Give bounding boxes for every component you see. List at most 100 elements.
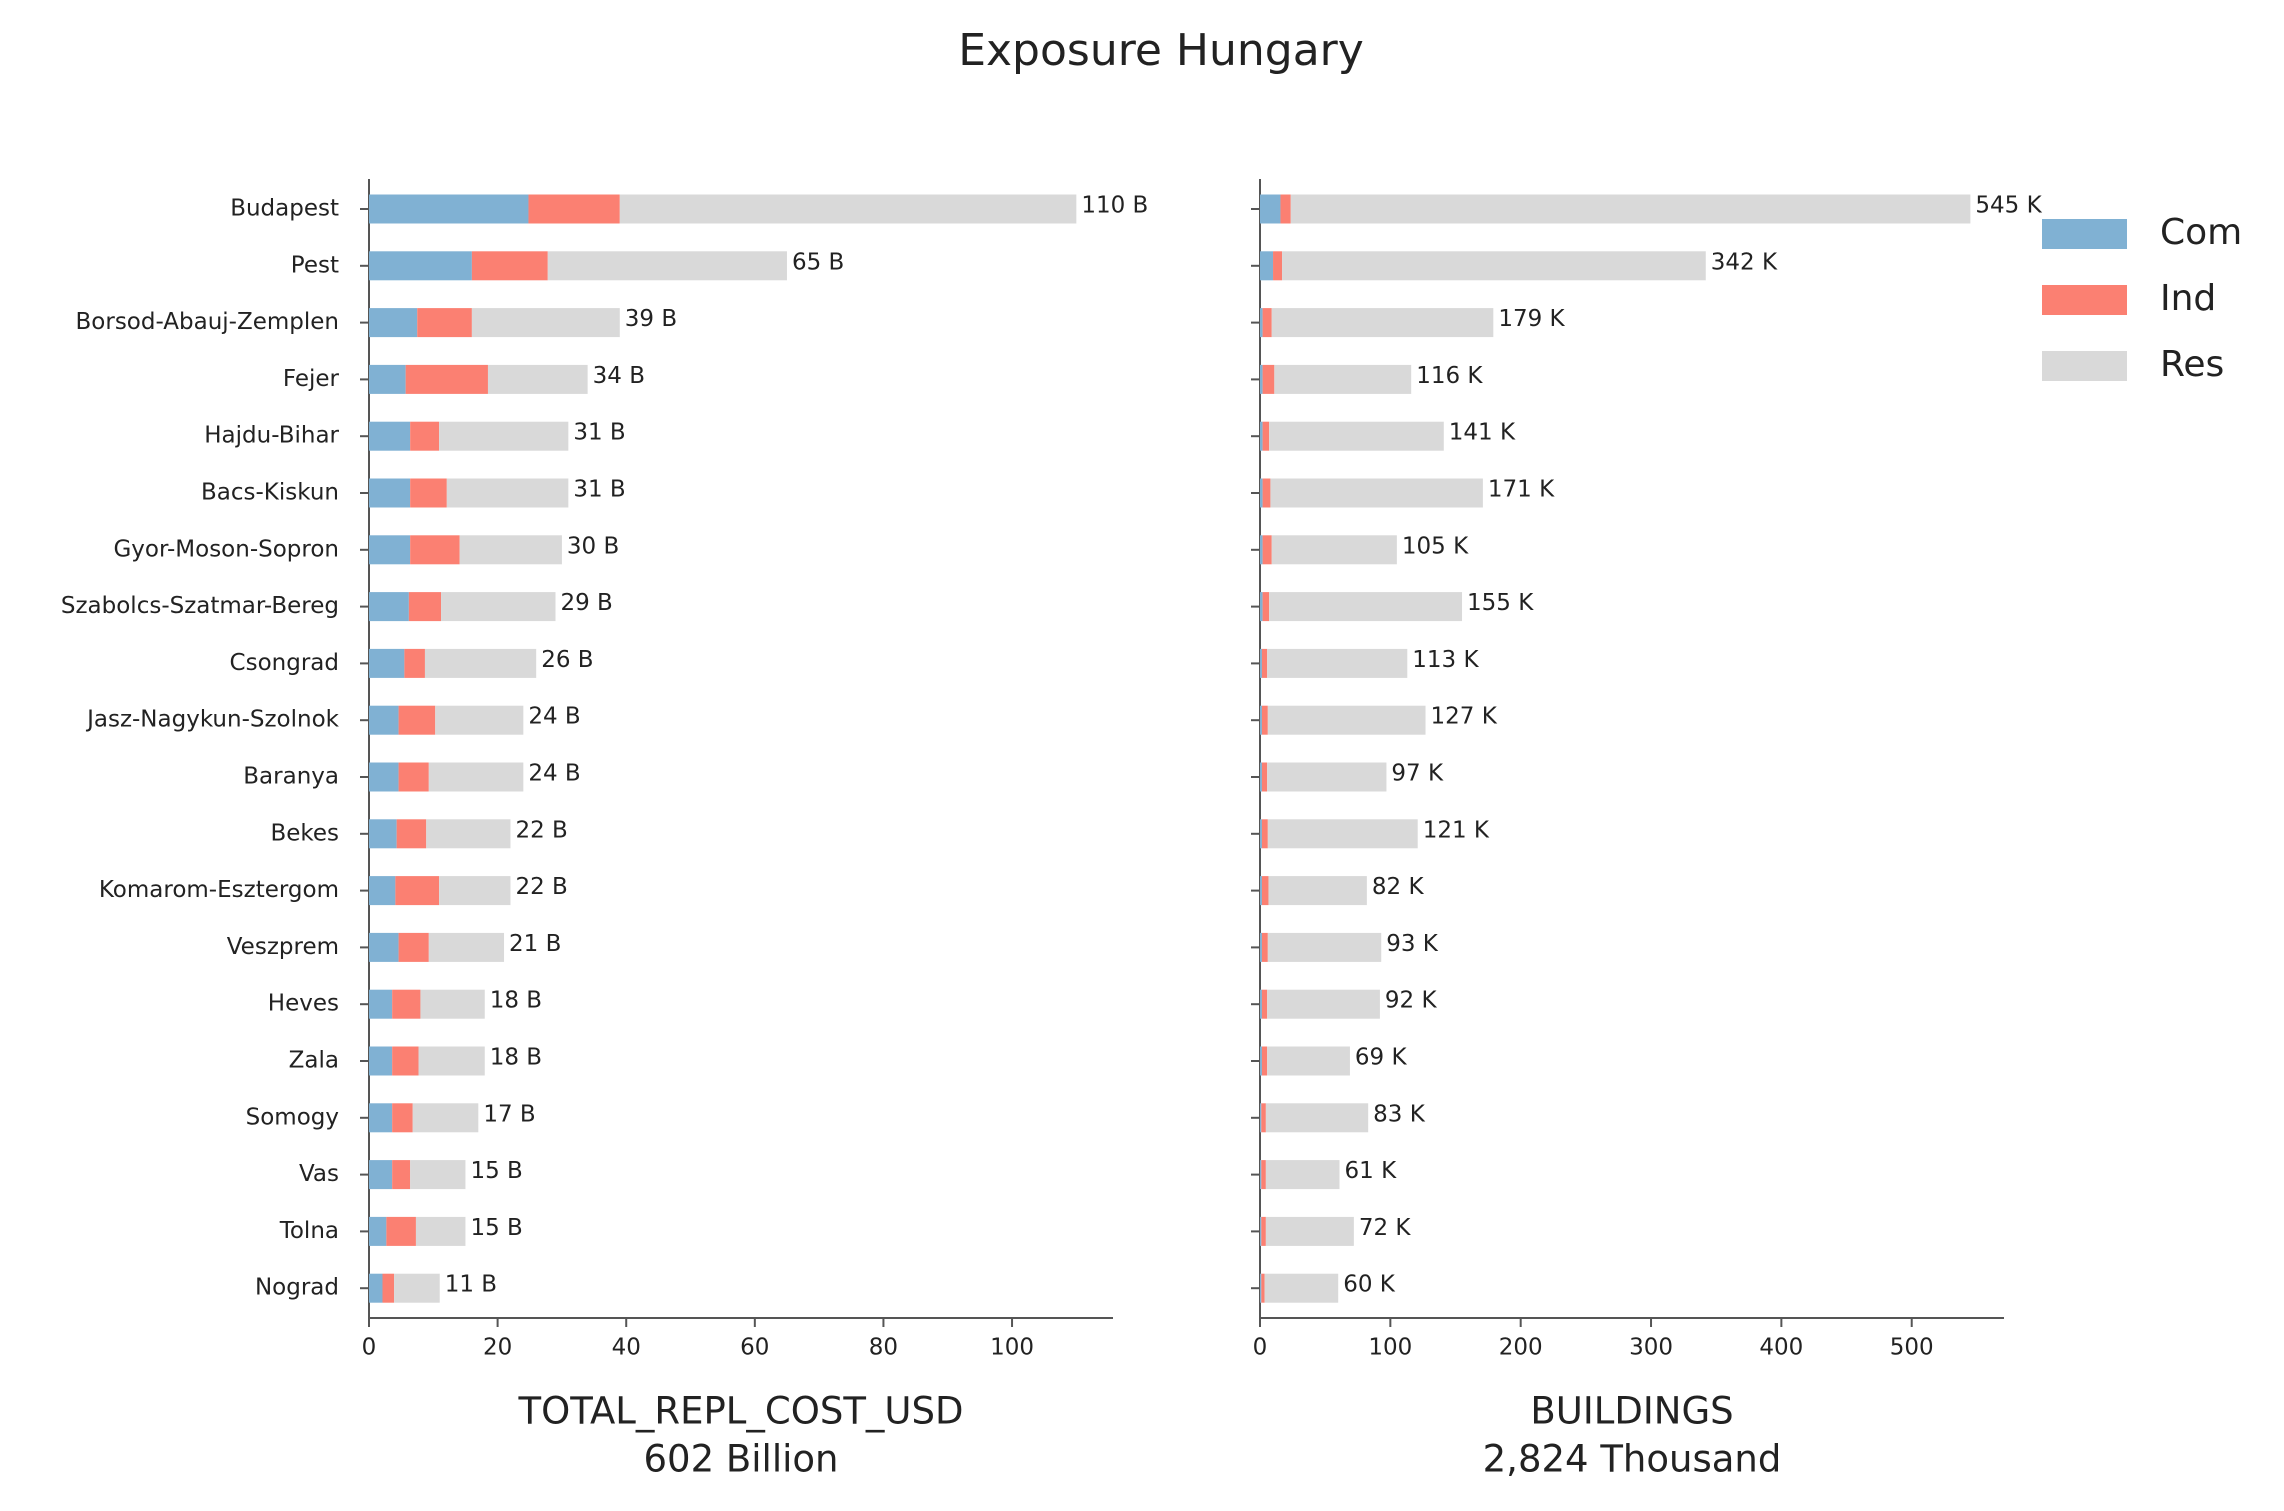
- y-tick-label: Szabolcs-Szatmar-Bereg: [61, 593, 339, 619]
- bar-segment: [396, 819, 427, 849]
- bar-segment: [1271, 535, 1397, 565]
- total-label: 30 B: [567, 533, 619, 559]
- bar-segment: [1261, 819, 1268, 849]
- bar-segment: [1260, 932, 1262, 962]
- bar-segment: [398, 762, 429, 792]
- bar-segment: [369, 364, 406, 394]
- total-label: 93 K: [1386, 931, 1439, 957]
- bar-segment: [435, 705, 524, 735]
- y-tick-label: Heves: [268, 991, 339, 1017]
- bar-segment: [1265, 1160, 1340, 1190]
- bar-segment: [1267, 705, 1426, 735]
- total-label: 155 K: [1467, 590, 1534, 616]
- bar-segment: [428, 932, 505, 962]
- bar-segment: [418, 1046, 485, 1076]
- bar-segment: [1265, 1103, 1369, 1133]
- y-tick-label: Somogy: [246, 1104, 339, 1130]
- legend-swatch: [2042, 219, 2127, 249]
- total-label: 29 B: [560, 590, 612, 616]
- total-label: 92 K: [1385, 988, 1438, 1014]
- y-tick-label: Hajdu-Bihar: [204, 423, 339, 449]
- y-tick-label: Jasz-Nagykun-Szolnok: [85, 707, 340, 733]
- bar-segment: [1261, 705, 1268, 735]
- bar-segment: [1260, 1216, 1262, 1246]
- bar-segment: [1261, 1046, 1268, 1076]
- bar-segment: [369, 1103, 393, 1133]
- bar-segment: [1260, 1273, 1262, 1303]
- bar-segment: [410, 1160, 466, 1190]
- bar-segment: [1261, 989, 1268, 1019]
- bar-segment: [1262, 308, 1272, 338]
- bar-segment: [369, 819, 397, 849]
- total-label: 26 B: [541, 647, 593, 673]
- bar-segment: [439, 421, 569, 451]
- bar-segment: [1260, 1160, 1262, 1190]
- bar-segment: [1260, 819, 1262, 849]
- bar-segment: [1260, 194, 1281, 224]
- bar-segment: [1273, 251, 1283, 281]
- total-label: 21 B: [509, 931, 561, 957]
- bar-segment: [459, 535, 562, 565]
- bar-segment: [369, 592, 409, 622]
- bar-segment: [410, 421, 440, 451]
- bar-segment: [1260, 364, 1263, 394]
- y-tick-label: Baranya: [243, 764, 339, 790]
- bar-segment: [412, 1103, 479, 1133]
- bar-segment: [369, 648, 405, 678]
- total-label: 24 B: [528, 704, 580, 730]
- total-label: 105 K: [1402, 533, 1469, 559]
- y-tick-label: Pest: [291, 252, 339, 278]
- total-label: 65 B: [792, 249, 844, 275]
- bar-segment: [1267, 819, 1418, 849]
- y-tick-label: Veszprem: [227, 934, 339, 960]
- bar-segment: [1260, 762, 1262, 792]
- total-label: 113 K: [1412, 647, 1479, 673]
- legend-swatch: [2042, 351, 2127, 381]
- x-tick-label: 100: [990, 1335, 1034, 1361]
- bar-segment: [369, 251, 472, 281]
- bar-segment: [471, 308, 620, 338]
- total-label: 24 B: [528, 761, 580, 787]
- bar-segment: [369, 421, 411, 451]
- bar-segment: [1269, 592, 1463, 622]
- bar-segment: [369, 1216, 387, 1246]
- y-tick-label: Fejer: [283, 366, 340, 392]
- bar-segment: [1267, 1046, 1350, 1076]
- total-label: 18 B: [490, 1045, 542, 1071]
- legend-label: Ind: [2160, 278, 2216, 319]
- y-tick-label: Tolna: [279, 1218, 339, 1244]
- bar-segment: [404, 648, 425, 678]
- x-tick-label: 500: [1890, 1335, 1934, 1361]
- total-label: 82 K: [1372, 874, 1425, 900]
- total-label: 39 B: [625, 306, 677, 332]
- bar-segment: [1260, 705, 1262, 735]
- total-label: 22 B: [515, 817, 567, 843]
- bar-segment: [1261, 1103, 1266, 1133]
- bar-segment: [1267, 932, 1382, 962]
- y-tick-label: Borsod-Abauj-Zemplen: [76, 309, 339, 335]
- y-tick-label: Nograd: [255, 1275, 339, 1301]
- bar-segment: [1261, 876, 1269, 906]
- total-label: 34 B: [593, 363, 645, 389]
- bar-segment: [1261, 1273, 1265, 1303]
- legend-label: Res: [2160, 344, 2224, 385]
- bar-segment: [1260, 989, 1262, 1019]
- bar-segment: [369, 989, 393, 1019]
- bar-segment: [369, 535, 411, 565]
- bar-segment: [428, 762, 524, 792]
- bar-segment: [439, 876, 511, 906]
- bar-segment: [369, 308, 418, 338]
- bar-segment: [392, 1046, 419, 1076]
- bar-segment: [410, 478, 447, 508]
- y-tick-label: Komarom-Esztergom: [99, 877, 339, 903]
- bar-segment: [369, 705, 399, 735]
- total-label: 121 K: [1423, 817, 1490, 843]
- bar-segment: [415, 1216, 466, 1246]
- bar-segment: [392, 989, 421, 1019]
- total-label: 179 K: [1498, 306, 1565, 332]
- bar-segment: [1265, 1216, 1354, 1246]
- bar-segment: [369, 1273, 383, 1303]
- x-tick-label: 100: [1368, 1335, 1412, 1361]
- total-label: 60 K: [1343, 1272, 1396, 1298]
